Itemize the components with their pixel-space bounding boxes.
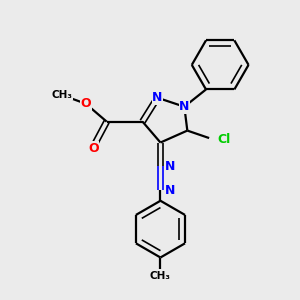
Text: O: O	[88, 142, 99, 155]
Text: Cl: Cl	[217, 133, 230, 146]
Text: N: N	[152, 91, 163, 104]
Text: N: N	[165, 160, 175, 173]
Text: CH₃: CH₃	[51, 90, 72, 100]
Text: N: N	[165, 184, 175, 197]
Text: CH₃: CH₃	[150, 271, 171, 281]
Text: N: N	[179, 100, 190, 113]
Text: O: O	[80, 97, 91, 110]
